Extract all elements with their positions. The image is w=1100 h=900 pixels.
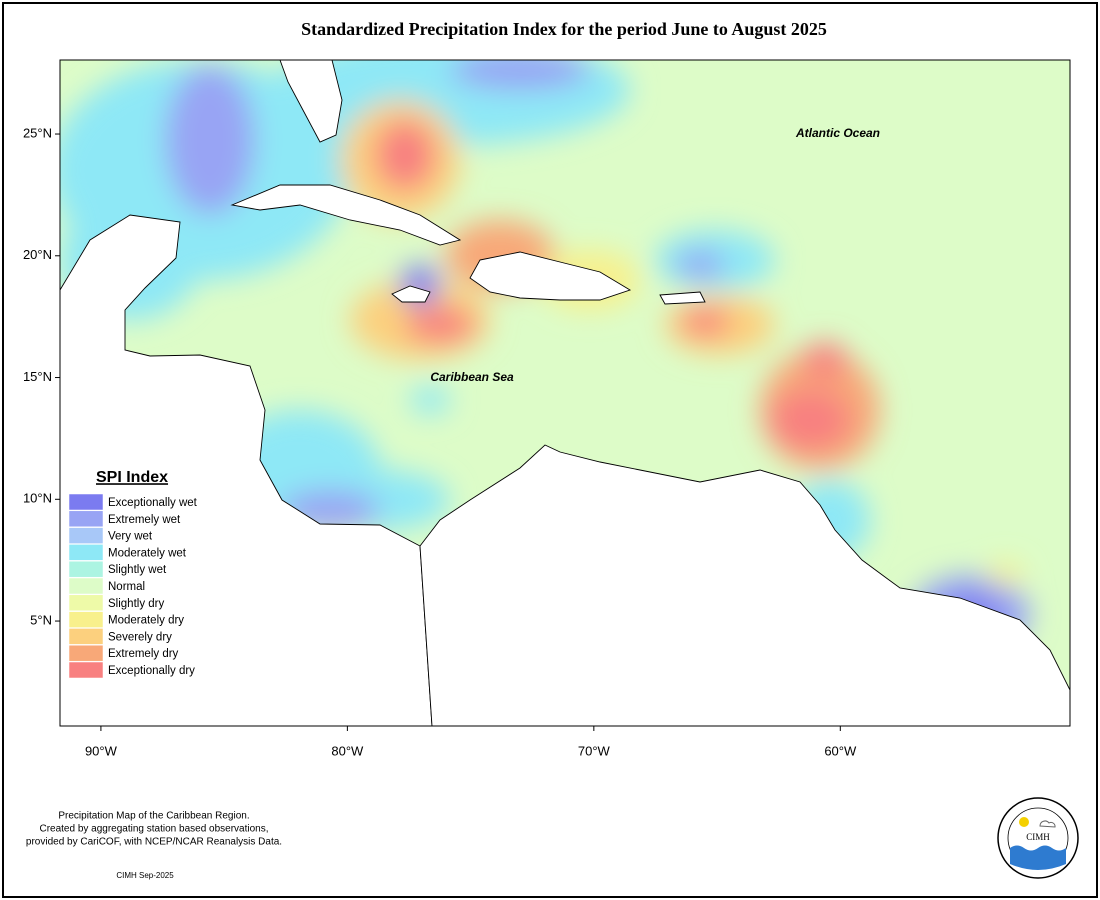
legend-swatch (68, 560, 104, 578)
legend-swatch (68, 611, 104, 628)
y-tick-label: 10°N (23, 491, 52, 506)
legend-swatch (68, 628, 104, 645)
sea-label: Caribbean Sea (430, 370, 514, 384)
axis-ticks: 90°W 80°W 70°W 60°W 25°N 20°N 15°N 10°N 5°N (23, 125, 857, 758)
legend-title: SPI Index (96, 469, 168, 486)
legend-label: Moderately wet (108, 547, 187, 559)
y-tick-label: 5°N (30, 612, 52, 627)
legend-label: Extremely dry (108, 648, 179, 660)
spi-field (60, 60, 1070, 726)
legend-swatch (68, 644, 104, 662)
legend-swatch (68, 510, 104, 528)
map-frame (59, 59, 1071, 727)
legend-swatch (68, 493, 104, 511)
legend-label: Extremely wet (108, 514, 181, 526)
footer: Precipitation Map of the Caribbean Regio… (26, 811, 282, 880)
map-title: Standardized Precipitation Index for the… (301, 19, 827, 39)
ocean-label: Atlantic Ocean (795, 126, 880, 140)
legend-label: Moderately dry (108, 615, 184, 627)
footer-line: Precipitation Map of the Caribbean Regio… (58, 811, 249, 822)
legend-label: Normal (108, 581, 145, 593)
legend-label: Slightly dry (108, 598, 164, 610)
x-tick-label: 70°W (578, 743, 611, 758)
x-tick-label: 60°W (824, 743, 857, 758)
footer-line: Created by aggregating station based obs… (39, 824, 268, 835)
footer-line: provided by CariCOF, with NCEP/NCAR Rean… (26, 837, 282, 848)
logo-text: CIMH (1026, 832, 1050, 842)
footer-credit: CIMH Sep-2025 (116, 871, 174, 880)
legend-swatch (68, 577, 104, 595)
y-tick-label: 20°N (23, 247, 52, 262)
legend-label: Exceptionally wet (108, 497, 198, 509)
y-tick-label: 15°N (23, 369, 52, 384)
legend-swatch (68, 527, 104, 544)
legend-label: Very wet (108, 531, 153, 543)
land (60, 60, 1070, 726)
legend-swatch (68, 661, 104, 679)
y-tick-label: 25°N (23, 125, 52, 140)
legend-label: Exceptionally dry (108, 665, 195, 677)
legend-label: Severely dry (108, 631, 172, 643)
legend: SPI Index Exceptionally wet Extremely wet… (68, 469, 198, 679)
legend-swatch (68, 544, 104, 561)
x-tick-label: 90°W (85, 743, 118, 758)
legend-label: Slightly wet (108, 564, 167, 576)
x-tick-label: 80°W (331, 743, 364, 758)
logo: CIMH (997, 797, 1079, 879)
legend-swatch (68, 594, 104, 612)
